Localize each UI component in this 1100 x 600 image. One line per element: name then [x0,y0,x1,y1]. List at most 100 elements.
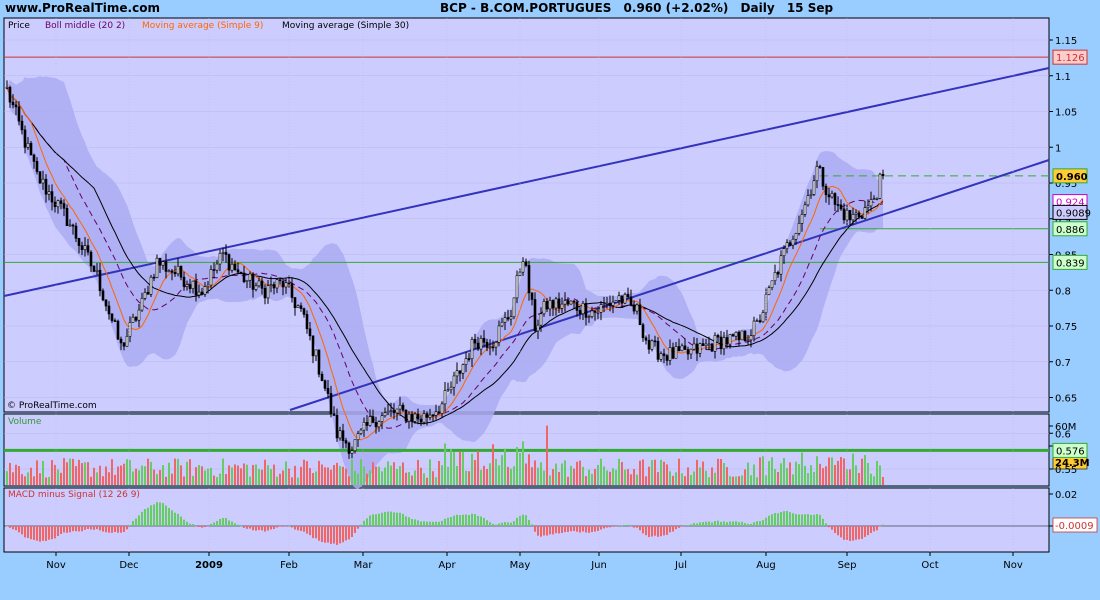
candle-body [308,328,312,337]
volume-bar [489,463,491,485]
candle-body [173,272,177,275]
macd-bar [558,526,560,534]
volume-bar [651,460,653,485]
volume-bar [837,460,839,485]
macd-bar [444,518,446,526]
volume-bar [492,444,494,485]
volume-bar [738,476,740,485]
volume-bar [135,468,137,485]
candle-body [299,305,303,309]
macd-bar [612,526,614,527]
candle-body [371,416,375,423]
volume-bar [576,461,578,485]
volume-bar [618,458,620,485]
candle-body [245,279,249,283]
candle-body [218,253,222,265]
macd-bar [840,526,842,538]
candle-body [815,166,819,182]
candle-body [515,275,519,299]
volume-bar [297,477,299,485]
volume-bar [705,470,707,485]
candle-body [599,304,603,313]
candle-body [239,271,243,274]
volume-bar [816,456,818,485]
macd-bar [348,526,350,540]
macd-bar [330,526,332,544]
candle-body [737,331,741,341]
candle-body [680,345,684,352]
volume-bar [456,466,458,485]
candle-body [704,343,708,346]
candle-body [161,261,165,266]
macd-bar [129,525,131,526]
volume-bar [603,466,605,485]
candle-body [404,410,408,422]
macd-bar [711,522,713,526]
macd-bar [834,526,836,533]
candle-body [635,304,639,312]
candle-body [581,303,585,315]
macd-bar [288,525,290,527]
volume-bar [819,463,821,485]
macd-bar [516,517,518,526]
candle-body [542,301,546,315]
macd-bar [591,526,593,533]
macd-bar [201,526,203,528]
candle-body [755,320,759,322]
volume-bar [432,471,434,485]
volume-bar [678,458,680,485]
x-tick-label: Sep [838,560,857,571]
volume-bar [564,460,566,485]
volume-bar [726,467,728,485]
volume-bar [558,471,560,485]
candle-body [719,336,723,350]
y-tick-label: 0.7 [1055,358,1071,369]
macd-bar [264,526,266,532]
site-name[interactable]: www.ProRealTime.com [5,1,160,15]
volume-bar [84,462,86,485]
macd-bar [696,523,698,526]
volume-bar [570,465,572,485]
macd-bar [510,522,512,526]
candle-body [65,208,69,226]
volume-bar [276,476,278,485]
volume-bar [789,462,791,485]
candle-body [761,312,765,323]
candle-body [731,334,735,337]
candle-body [596,312,600,314]
macd-bar [864,526,866,537]
macd-bar [315,526,317,539]
volume-bar [666,464,668,485]
volume-bar [858,472,860,485]
volume-bar [474,460,476,485]
macd-bar [468,515,470,526]
candle-body [164,261,168,272]
candle-body [464,358,468,365]
candle-body [101,290,105,301]
candle-body [722,337,726,350]
volume-bar [96,472,98,485]
candle-body [689,348,693,355]
volume-bar [675,472,677,485]
volume-bar [222,458,224,485]
candle-body [710,343,714,352]
volume-bar [30,467,32,485]
volume-bar [624,469,626,485]
candle-body [290,283,294,298]
candle-body [572,300,576,303]
volume-bar [843,458,845,485]
macd-bar [789,512,791,526]
candle-body [698,343,702,354]
volume-bar [207,468,209,485]
macd-bar [555,526,557,534]
candle-body [830,193,834,198]
candle-body [410,413,414,422]
macd-bar [537,526,539,536]
volume-bar [228,465,230,485]
level-tag [1052,204,1088,220]
candle-body [785,242,789,250]
x-tick-label: May [510,560,531,571]
candle-body [686,349,690,355]
volume-bar [204,470,206,485]
candle-body [548,300,552,310]
